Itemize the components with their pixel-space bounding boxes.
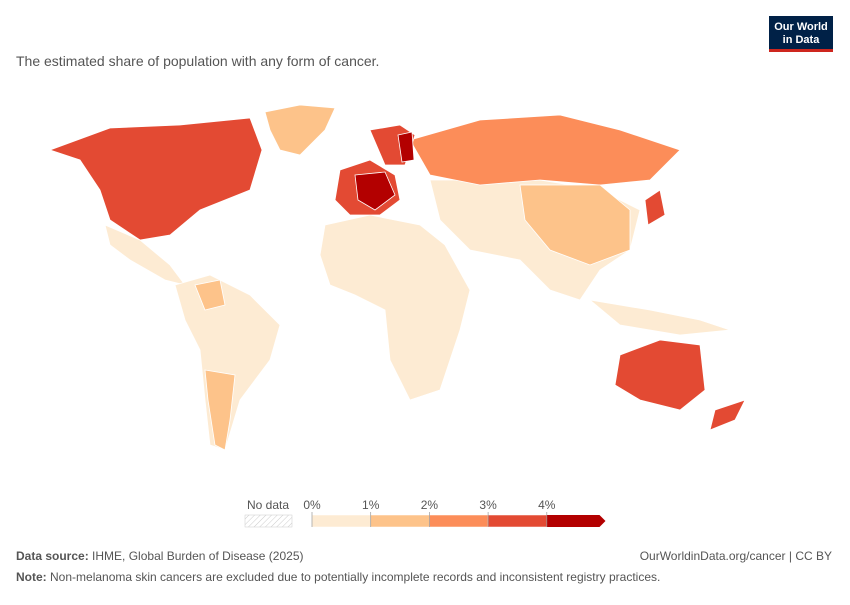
legend-bin [487,514,548,528]
region [194,279,226,311]
region [519,184,631,266]
subtitle: The estimated share of population with a… [16,53,379,69]
legend-tick-label: 3% [479,498,497,512]
note: Note: Non-melanoma skin cancers are excl… [16,570,660,584]
world-map [48,104,746,451]
source-text: IHME, Global Burden of Disease (2025) [92,549,303,563]
region [48,117,263,241]
logo-text: in Data [783,34,821,46]
legend-bin [311,514,371,528]
region [104,224,186,286]
legend: No data 0% 1% 2% 3% 4% [244,498,606,528]
legend-label: No data [247,498,289,512]
region [319,214,471,401]
logo-text: Our World [774,21,828,33]
legend-tick-label: 0% [303,498,321,512]
region [409,114,681,186]
note-text: Non-melanoma skin cancers are excluded d… [50,570,660,584]
legend-bin [546,515,606,527]
legend-bin [370,514,430,528]
no-data-swatch [244,514,293,528]
region [644,189,666,226]
legend-tick-label: 2% [421,498,439,512]
region [354,171,396,211]
region [204,369,236,451]
source-label: Data source: [16,549,89,563]
source: Data source: IHME, Global Burden of Dise… [16,549,303,563]
url: OurWorldinData.org/cancer | CC BY [640,549,832,563]
region [264,104,336,156]
region [709,399,746,431]
legend-tick-label: 4% [538,498,556,512]
region [588,299,731,336]
region [397,131,415,163]
region [614,339,706,411]
logo-box [769,16,833,52]
note-label: Note: [16,570,47,584]
region [174,274,281,451]
legend-tick-label: 1% [362,498,380,512]
logo-bar [769,49,833,52]
legend-bin [429,514,489,528]
